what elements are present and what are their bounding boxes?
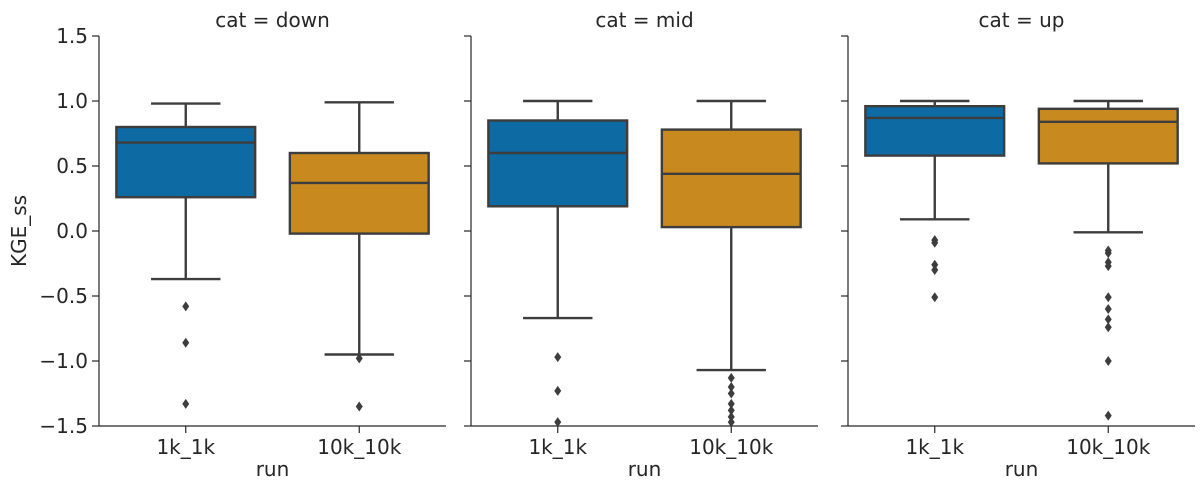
outlier-point	[1104, 356, 1112, 366]
outlier-point	[355, 353, 363, 364]
x-tick-label: 10k_10k	[689, 435, 773, 459]
iqr-box	[115, 125, 257, 199]
facet-panel: cat = down −1.5 −1.0 −0.5 0.0 0.5 1.0 1.5 1k_1k 1…	[39, 8, 446, 481]
y-tick-label: 0.0	[56, 219, 88, 243]
outlier-point	[1104, 292, 1112, 303]
outlier-point	[1104, 248, 1112, 259]
x-axis-title: run	[256, 457, 290, 481]
outlier-point	[554, 417, 562, 428]
iqr-box	[487, 119, 629, 208]
iqr-box	[660, 128, 802, 229]
outlier-point	[1104, 261, 1112, 272]
outlier-point	[554, 385, 562, 396]
outlier-point	[355, 401, 363, 412]
outlier-point	[727, 372, 735, 383]
outlier-point	[931, 292, 939, 303]
facet-panels: cat = down −1.5 −1.0 −0.5 0.0 0.5 1.0 1.5 1k_1k 1…	[39, 8, 1195, 481]
box-1k_1k	[864, 99, 1006, 303]
x-tick-label: 1k_1k	[528, 435, 587, 459]
iqr-box	[288, 151, 430, 235]
y-axis-title: KGE_ss	[7, 195, 31, 267]
box-10k_10k	[1037, 99, 1179, 421]
x-axis-title: run	[1005, 457, 1039, 481]
y-tick-label: 0.5	[56, 154, 88, 178]
x-tick-label: 10k_10k	[317, 435, 401, 459]
box-10k_10k	[660, 99, 802, 428]
outlier-point	[727, 388, 735, 399]
outlier-point	[182, 398, 190, 409]
outlier-point	[1104, 410, 1112, 421]
outlier-point	[1104, 304, 1112, 314]
y-tick-label: 1.5	[56, 24, 88, 48]
x-tick-label: 1k_1k	[156, 435, 215, 459]
outlier-point	[554, 352, 562, 363]
box-1k_1k	[487, 99, 629, 428]
x-tick-label: 10k_10k	[1066, 435, 1150, 459]
outlier-point	[727, 398, 735, 409]
box-10k_10k	[288, 101, 430, 412]
iqr-box	[864, 104, 1006, 157]
panel-title: cat = up	[979, 8, 1065, 32]
y-axis-title-group: KGE_ss	[7, 195, 31, 267]
y-tick-label: 1.0	[56, 89, 88, 113]
y-tick-label: −1.5	[39, 414, 88, 438]
x-axis-title: run	[628, 457, 662, 481]
iqr-box	[1037, 107, 1179, 165]
outlier-point	[1104, 314, 1112, 325]
outlier-point	[727, 417, 735, 428]
y-tick-label: −1.0	[39, 349, 88, 373]
outlier-point	[1104, 322, 1112, 333]
outlier-point	[727, 411, 735, 422]
panel-title: cat = mid	[595, 8, 693, 32]
panel-title: cat = down	[215, 8, 330, 32]
box-1k_1k	[115, 102, 257, 409]
outlier-point	[727, 382, 735, 392]
x-tick-label: 1k_1k	[905, 435, 964, 459]
outlier-point	[182, 337, 190, 348]
outlier-point	[931, 259, 939, 270]
y-tick-label: −0.5	[39, 284, 88, 308]
outlier-point	[182, 301, 190, 312]
outlier-point	[931, 265, 939, 275]
outlier-point	[931, 237, 939, 248]
outlier-point	[727, 405, 735, 416]
